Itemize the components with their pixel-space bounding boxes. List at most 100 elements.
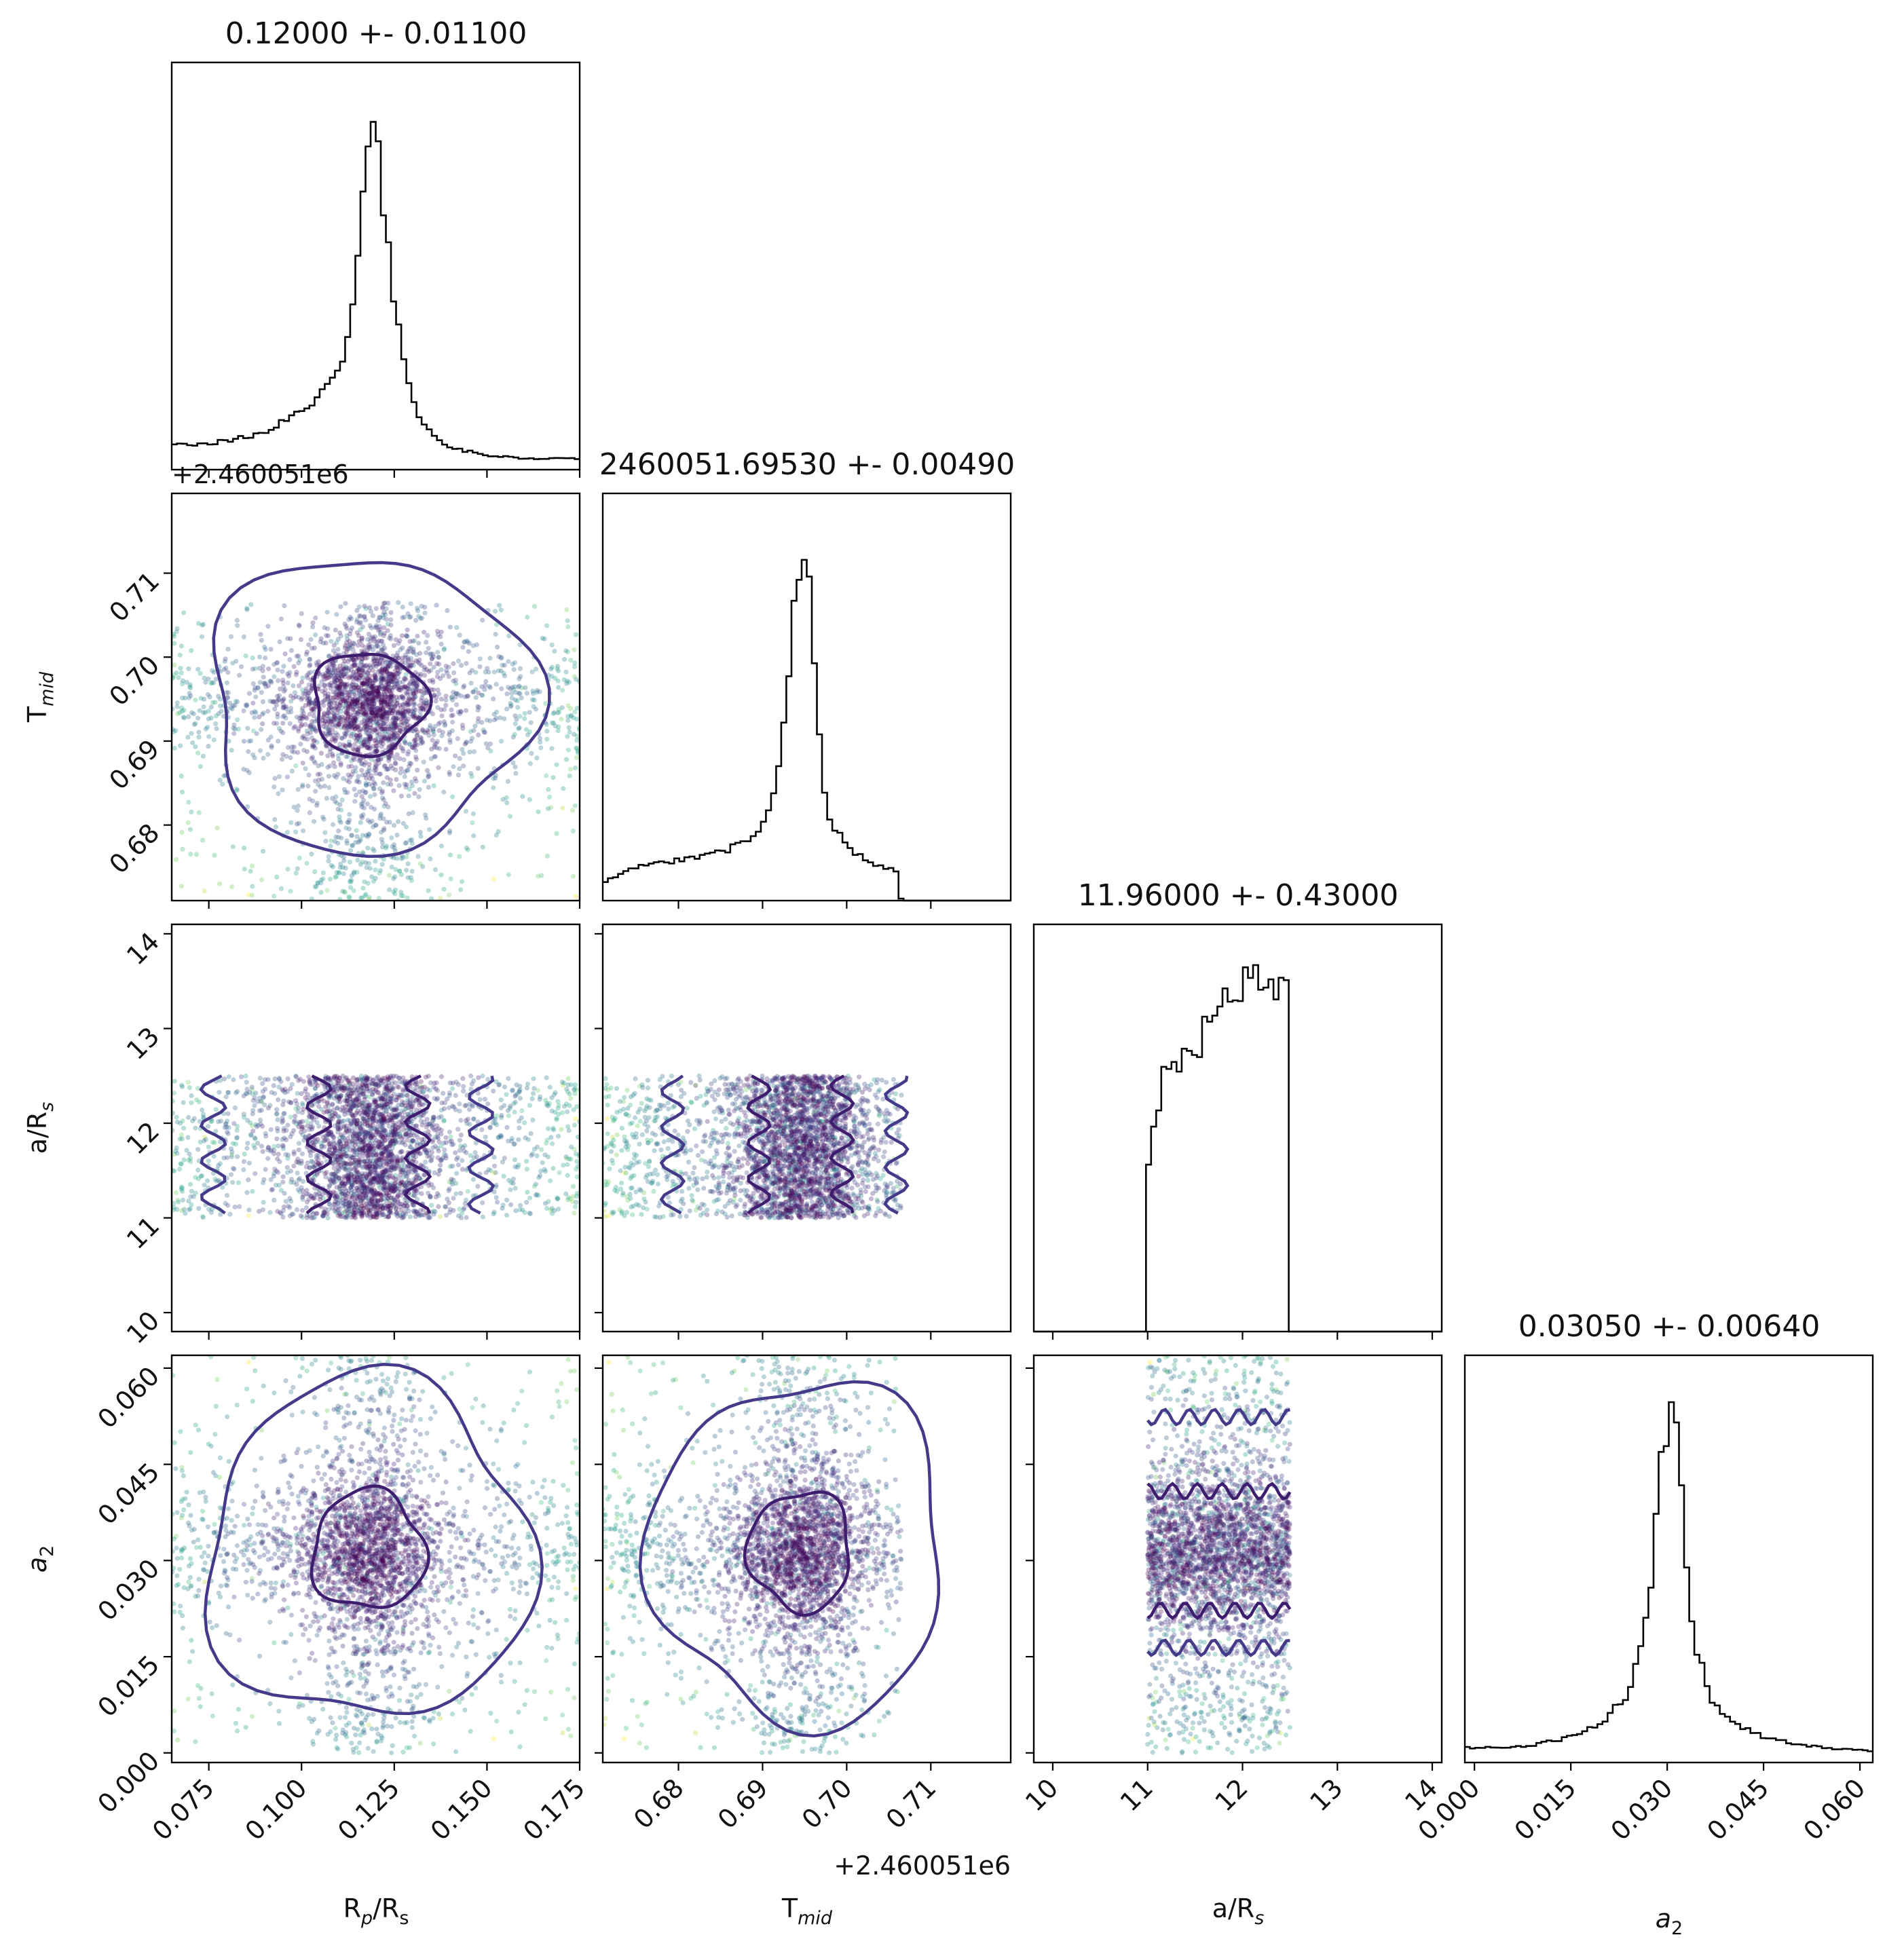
- scatter-point: [196, 810, 202, 815]
- scatter-point: [172, 1078, 177, 1084]
- scatter-point: [435, 669, 441, 675]
- scatter-point: [550, 720, 557, 725]
- scatter-point: [373, 767, 379, 772]
- scatter-point: [405, 633, 410, 639]
- scatter-point: [195, 621, 201, 626]
- scatter-point: [382, 600, 388, 606]
- scatter-point: [411, 692, 416, 697]
- scatter-point: [208, 704, 214, 710]
- scatter-point: [230, 1180, 236, 1185]
- scatter-point: [367, 683, 373, 689]
- scatter-point: [565, 1082, 571, 1088]
- scatter-point: [528, 1131, 534, 1136]
- scatter-point: [406, 793, 411, 799]
- scatter-point: [272, 893, 277, 899]
- scatter-point: [365, 696, 371, 702]
- scatter-point: [354, 607, 360, 614]
- scatter-point: [255, 685, 261, 691]
- scatter-point: [380, 677, 386, 683]
- scatter-point: [398, 890, 404, 895]
- scatter-point: [350, 689, 356, 695]
- scatter-point: [365, 681, 371, 686]
- scatter-point: [567, 773, 572, 778]
- scatter-point: [388, 671, 393, 677]
- scatter-point: [352, 716, 358, 721]
- scatter-point: [555, 666, 560, 672]
- scatter-point: [444, 668, 449, 673]
- scatter-point: [470, 811, 477, 816]
- scatter-point: [321, 711, 326, 716]
- scatter-point: [493, 1194, 499, 1201]
- scatter-point: [359, 662, 365, 668]
- scatter-point: [374, 688, 379, 694]
- scatter-point: [432, 754, 438, 759]
- scatter-point: [464, 638, 470, 643]
- scatter-point: [324, 744, 329, 749]
- scatter-point: [335, 772, 341, 777]
- scatter-point: [398, 728, 403, 734]
- scatter-point: [371, 824, 376, 829]
- scatter-point: [217, 696, 223, 702]
- scatter-point: [356, 604, 362, 609]
- scatter-point: [299, 713, 304, 718]
- scatter-point: [428, 1193, 433, 1199]
- scatter-point: [241, 1112, 246, 1117]
- scatter-point: [574, 745, 579, 751]
- scatter-point: [320, 715, 325, 720]
- scatter-point: [242, 867, 247, 872]
- scatter-point: [320, 814, 326, 820]
- scatter-point: [346, 714, 351, 719]
- scatter-point: [395, 715, 401, 721]
- scatter-point: [242, 1151, 247, 1157]
- scatter-point: [496, 668, 502, 673]
- scatter-point: [379, 700, 384, 706]
- scatter-point: [300, 1188, 305, 1194]
- scatter-point: [438, 629, 444, 635]
- scatter-point: [255, 1099, 261, 1104]
- scatter-point: [351, 669, 356, 675]
- scatter-point: [391, 720, 396, 725]
- scatter-point: [316, 782, 321, 787]
- scatter-point: [420, 740, 426, 745]
- scatter-point: [295, 787, 301, 792]
- scatter-point: [186, 666, 191, 671]
- scatter-point: [531, 1086, 537, 1091]
- scatter-point: [227, 1211, 233, 1217]
- scatter-point: [338, 678, 343, 683]
- scatter-point: [355, 724, 361, 730]
- scatter-point: [377, 707, 383, 713]
- scatter-point: [342, 715, 348, 721]
- scatter-point: [303, 652, 309, 657]
- scatter-point: [455, 1127, 461, 1132]
- scatter-point: [428, 661, 433, 666]
- scatter-point: [250, 1129, 256, 1134]
- scatter-point: [234, 618, 240, 623]
- scatter-point: [412, 737, 417, 742]
- scatter-point: [230, 1141, 236, 1146]
- scatter-point: [523, 1135, 528, 1141]
- scatter-point: [354, 656, 359, 662]
- scatter-point: [460, 747, 465, 752]
- scatter-point: [485, 1101, 491, 1107]
- scatter-point: [336, 683, 341, 689]
- scatter-point: [181, 1100, 186, 1106]
- scatter-point: [346, 645, 352, 650]
- scatter-point: [530, 1117, 536, 1123]
- scatter-point: [549, 673, 555, 679]
- scatter-point: [379, 844, 386, 850]
- scatter-point: [519, 685, 525, 691]
- scatter-point: [311, 713, 316, 719]
- scatter-point: [284, 829, 290, 835]
- scatter-point: [306, 690, 312, 696]
- scatter-point: [413, 748, 419, 753]
- scatter-point: [371, 656, 376, 661]
- scatter-point: [283, 1137, 289, 1142]
- scatter-point: [233, 698, 238, 704]
- scatter-point: [374, 624, 379, 630]
- scatter-point: [349, 616, 354, 622]
- scatter-point: [296, 694, 301, 700]
- scatter-point: [350, 625, 355, 630]
- scatter-point: [397, 669, 403, 675]
- scatter-point: [178, 666, 183, 671]
- scatter-point: [304, 728, 310, 734]
